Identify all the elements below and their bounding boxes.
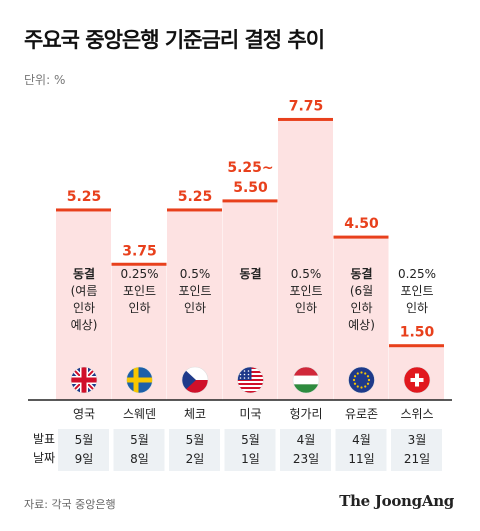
- date-box-1: [113, 429, 165, 471]
- value-label-3: 5.25~ 5.50: [227, 160, 273, 196]
- country-label-6: 스위스: [400, 407, 433, 421]
- decision-note-3: 동결: [239, 266, 261, 281]
- date-box-2: [169, 429, 220, 471]
- sweden-flag-icon: [126, 366, 153, 394]
- dates-layer: 발표 날짜 5월 9일 5월 8일 5월 2일 5월 1일 4월 23일 4월 11일 3월 21일: [33, 429, 442, 471]
- value-label-5: 4.50: [344, 216, 379, 232]
- czech-flag-icon: [181, 366, 209, 394]
- date-day-6: 21일: [404, 452, 430, 466]
- switzerland-flag-icon: [403, 366, 431, 394]
- labels-layer: 5.25 동결 (여름 인하 예상) 3.75 0.25% 포인트 인하 5.25 0.5% 포인트 인…: [67, 98, 436, 340]
- uk-flag-icon: [70, 366, 98, 394]
- date-box-6: [391, 429, 442, 471]
- date-day-1: 8일: [130, 452, 149, 466]
- bar-top-line-4: [278, 117, 333, 121]
- decision-note-4: 0.5% 포인트 인하: [289, 267, 322, 315]
- date-day-3: 1일: [241, 452, 260, 466]
- bar-top-line-0: [56, 208, 111, 212]
- value-label-2: 5.25: [178, 189, 213, 205]
- value-label-6: 1.50: [400, 325, 435, 341]
- date-month-5: 4월: [352, 433, 371, 447]
- date-row-label-line2: 날짜: [33, 451, 55, 465]
- date-day-0: 9일: [75, 452, 94, 466]
- bar-top-line-2: [167, 208, 222, 212]
- country-label-5: 유로존: [345, 407, 378, 421]
- bar-top-line-6: [389, 344, 444, 348]
- value-label-4: 7.75: [289, 98, 324, 114]
- country-label-1: 스웨덴: [123, 407, 156, 421]
- decision-note-1: 0.25% 포인트 인하: [120, 267, 158, 315]
- date-day-4: 23일: [293, 452, 319, 466]
- bar-4: [278, 119, 333, 400]
- date-day-2: 2일: [186, 452, 205, 466]
- hungary-flag-icon: [292, 366, 320, 394]
- flags-layer: [70, 366, 431, 394]
- source-note: 자료: 각국 중앙은행: [24, 498, 116, 511]
- date-box-4: [280, 429, 331, 471]
- countries-layer: 영국 스웨덴 체코 미국 헝가리 유로존 스위스: [73, 407, 434, 421]
- value-label-1: 3.75: [122, 243, 157, 259]
- us-flag-icon: [237, 366, 264, 394]
- bar-top-line-3: [222, 199, 278, 203]
- country-label-3: 미국: [239, 407, 261, 421]
- date-month-1: 5월: [130, 433, 149, 447]
- bar-top-line-1: [111, 262, 167, 266]
- date-month-0: 5월: [75, 433, 94, 447]
- date-row-label-line1: 발표: [33, 432, 55, 446]
- date-day-5: 11일: [348, 452, 374, 466]
- chart-title: 주요국 중앙은행 기준금리 결정 추이: [24, 28, 325, 52]
- unit-label: 단위: %: [24, 73, 66, 87]
- country-label-0: 영국: [73, 407, 95, 421]
- date-box-5: [335, 429, 387, 471]
- decision-note-5: 동결 (6월 인하 예상): [348, 266, 375, 332]
- bars-layer: [56, 117, 444, 400]
- bar-top-line-5: [333, 235, 389, 239]
- country-label-2: 체코: [184, 407, 206, 421]
- date-month-6: 3월: [408, 433, 427, 447]
- country-label-4: 헝가리: [289, 407, 322, 421]
- date-month-3: 5월: [241, 433, 260, 447]
- date-box-0: [58, 429, 109, 471]
- brand-logo: The JoongAng: [339, 492, 454, 510]
- decision-note-0: 동결 (여름 인하 예상): [71, 266, 98, 332]
- date-box-3: [224, 429, 276, 471]
- date-month-2: 5월: [186, 433, 205, 447]
- decision-note-6: 0.25% 포인트 인하: [398, 267, 436, 315]
- value-label-0: 5.25: [67, 189, 102, 205]
- date-month-4: 4월: [297, 433, 316, 447]
- decision-note-2: 0.5% 포인트 인하: [178, 267, 211, 315]
- eu-flag-icon: [348, 366, 375, 394]
